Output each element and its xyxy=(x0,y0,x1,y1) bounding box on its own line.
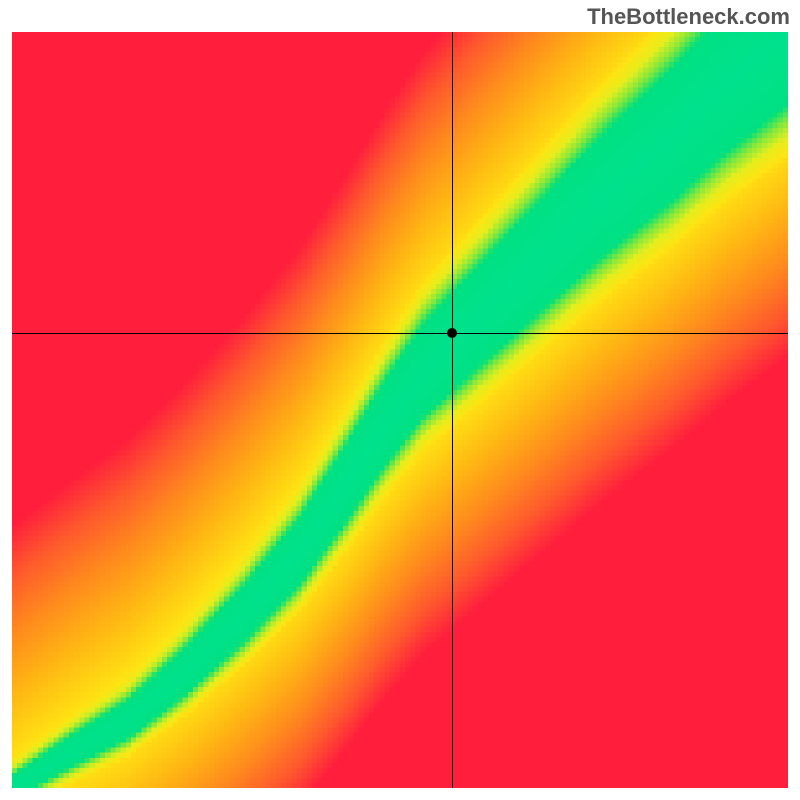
crosshair-marker xyxy=(447,328,457,338)
crosshair-horizontal xyxy=(12,333,788,334)
chart-container: TheBottleneck.com xyxy=(0,0,800,800)
crosshair-vertical xyxy=(452,32,453,788)
plot-area xyxy=(12,32,788,788)
attribution-text: TheBottleneck.com xyxy=(587,4,790,30)
crosshair-overlay xyxy=(12,32,788,788)
